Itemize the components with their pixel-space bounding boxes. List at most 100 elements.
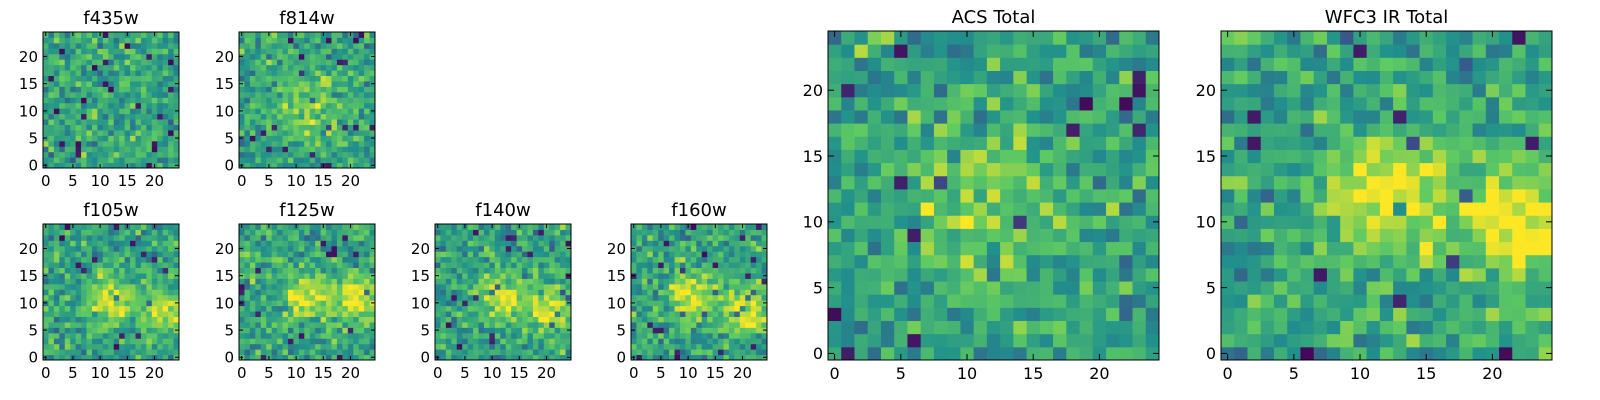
heatmap-cell [43,59,49,66]
heatmap-cell [652,278,659,285]
heatmap-cell [239,289,245,296]
x-tick-label: 0 [41,172,51,190]
heatmap-cell [151,53,158,60]
heatmap-cell [249,332,256,339]
heatmap-cell [277,251,284,258]
heatmap-cell [140,162,147,169]
heatmap-cell [43,343,49,350]
heatmap-cell [320,234,327,241]
heatmap-cell [718,256,724,263]
heatmap-cell [1119,188,1134,203]
heatmap-cell [287,311,294,317]
heatmap-cell [1340,320,1354,335]
heatmap-cell [440,349,447,356]
heatmap-cell [522,327,528,334]
heatmap-cell [565,251,572,258]
heatmap-cell [255,267,262,274]
heatmap-cell [130,64,136,71]
heatmap-cell [277,300,284,307]
heatmap-cell [1512,241,1527,256]
heatmap-cell [1300,254,1315,269]
heatmap-cell [728,245,735,252]
heatmap-cell [867,123,882,137]
heatmap-cell [108,294,115,301]
heatmap-cell [81,234,88,241]
heatmap-cell [920,254,935,269]
heatmap-cell [43,37,49,44]
heatmap-cell [947,267,961,282]
heatmap-cell [162,234,169,241]
heatmap-cell [560,240,567,247]
heatmap-cell [696,251,703,258]
heatmap-cell [304,343,311,350]
heatmap-cell [157,162,164,169]
heatmap-cell [315,338,322,345]
heatmap-cell [1393,294,1407,308]
heatmap-cell [467,229,474,236]
heatmap-cell [266,256,273,263]
heatmap-cell [140,283,147,290]
heatmap-cell [483,234,490,241]
heatmap-cell [364,316,371,323]
heatmap-cell [48,262,55,269]
heatmap-cell [43,42,49,49]
heatmap-cell [173,37,180,44]
y-tick-label: 10 [411,294,430,312]
heatmap-cell [336,321,343,328]
heatmap-cell [124,102,131,109]
heatmap-cell [1119,83,1134,98]
heatmap-cell [1026,162,1041,177]
heatmap-cell [462,327,469,334]
heatmap-cell [1432,175,1447,190]
heatmap-cell [309,86,316,93]
heatmap-cell [173,102,180,109]
heatmap-cell [239,140,245,147]
heatmap-cell [1092,31,1107,45]
heatmap-cell [960,294,975,308]
heatmap-cell [287,229,294,236]
heatmap-cell [1053,228,1067,243]
heatmap-cell [647,262,654,269]
heatmap-cell [320,53,327,60]
heatmap-cell [271,283,278,290]
heatmap-cell [342,108,349,115]
heatmap-cell [854,123,869,137]
heatmap-cell [70,80,77,87]
heatmap-cell [97,289,104,296]
heatmap-cell [59,64,66,71]
heatmap-cell [157,343,164,350]
heatmap-cell [86,256,93,263]
heatmap-cell [1419,188,1434,203]
heatmap-cell [701,267,708,274]
heatmap-cell [701,283,708,290]
heatmap-cell [467,294,474,301]
heatmap-cell [473,338,480,345]
heatmap-cell [440,305,447,312]
heatmap-cell [894,175,908,190]
heatmap-cell [119,289,126,296]
heatmap-cell [641,354,648,361]
heatmap-cell [1013,241,1028,256]
heatmap-cell [244,86,251,93]
heatmap-cell [636,272,643,279]
heatmap-cell [516,349,523,356]
heatmap-cell [364,42,371,49]
heatmap-cell [64,294,71,301]
heatmap-cell [271,48,278,55]
heatmap-cell [364,229,371,236]
heatmap-cell [162,256,169,263]
heatmap-cell [255,240,262,247]
heatmap-cell [249,86,256,93]
heatmap-cell [467,224,474,230]
heatmap-cell [135,349,142,356]
heatmap-cell [119,349,126,356]
heatmap-cell [538,272,545,279]
heatmap-cell [309,108,316,115]
heatmap-cell [538,300,545,307]
heatmap-cell [451,343,458,350]
heatmap-cell [113,70,120,77]
heatmap-cell [70,53,77,60]
heatmap-cell [369,70,376,77]
heatmap-cell [1000,346,1014,361]
heatmap-cell [347,278,354,285]
